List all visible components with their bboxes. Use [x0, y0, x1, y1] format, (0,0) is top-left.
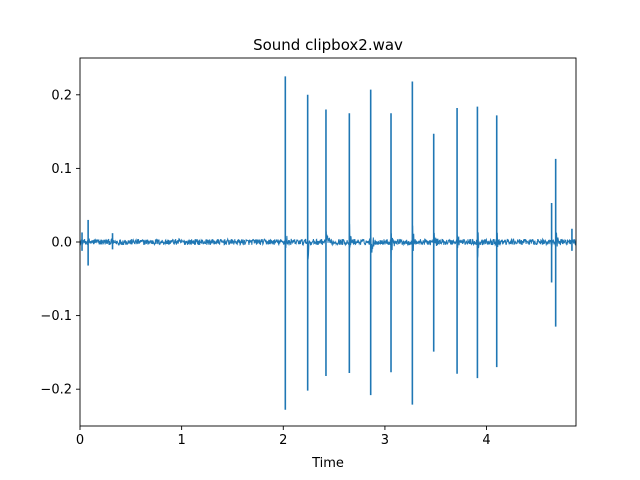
y-axis: −0.2 −0.1 0.0 0.1 0.2	[40, 88, 80, 398]
x-axis-label: Time	[311, 456, 344, 471]
x-tick-label: 1	[177, 433, 185, 448]
y-tick-label: 0.2	[51, 88, 72, 103]
x-axis: 0 1 2 3 4	[76, 426, 491, 448]
waveform-series-line	[79, 224, 577, 263]
y-tick-label: 0.1	[51, 162, 72, 177]
x-tick-label: 4	[482, 433, 490, 448]
y-tick-label: −0.2	[40, 383, 72, 398]
y-tick-label: −0.1	[40, 309, 72, 324]
x-tick-label: 3	[381, 433, 389, 448]
y-tick-label: 0.0	[51, 236, 72, 251]
plot-area	[79, 76, 577, 410]
chart-title: Sound clipbox2.wav	[253, 36, 403, 54]
x-tick-label: 2	[279, 433, 287, 448]
x-tick-label: 0	[76, 433, 84, 448]
